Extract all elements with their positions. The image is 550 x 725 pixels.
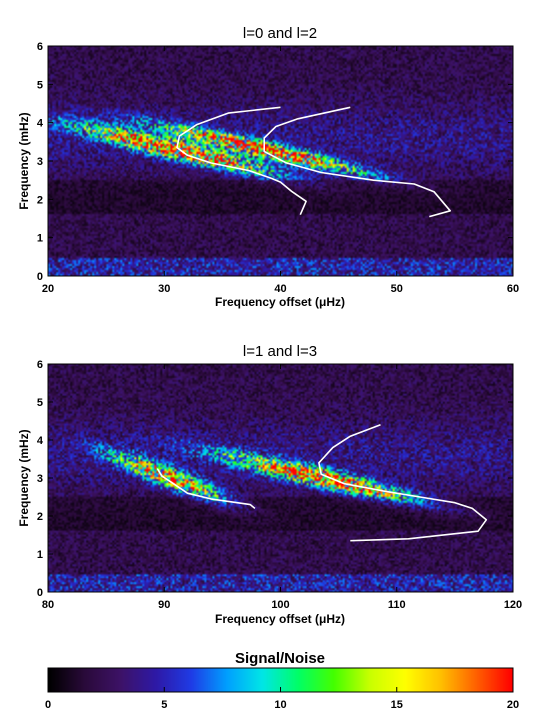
chart-title: l=0 and l=2 <box>243 25 317 42</box>
mode-track-1 <box>156 468 256 510</box>
x-tick-label: 30 <box>158 283 170 295</box>
x-axis-label: Frequency offset (μHz) <box>215 295 345 309</box>
y-tick-label: 4 <box>37 118 44 130</box>
y-tick-label: 5 <box>37 79 43 91</box>
colorbar-tick-label: 5 <box>161 699 167 711</box>
mode-track-1 <box>176 106 307 216</box>
colorbar-tick-label: 20 <box>507 699 519 711</box>
spectrum-heatmap <box>48 364 513 592</box>
x-tick-label: 110 <box>388 599 406 611</box>
x-tick-label: 50 <box>391 283 403 295</box>
y-tick-label: 1 <box>37 233 43 245</box>
mode-track-2 <box>263 106 452 218</box>
x-tick-label: 100 <box>271 599 289 611</box>
chart-l0-l2: l=0 and l=2 20 30 40 50 60 0 1 2 3 4 5 6 Frequency … <box>17 25 519 309</box>
colorbar-tick-label: 10 <box>274 699 286 711</box>
y-tick-label: 6 <box>37 41 43 53</box>
y-tick-label: 0 <box>37 271 43 283</box>
colorbar-title: Signal/Noise <box>235 650 325 667</box>
y-axis-label: Frequency (mHz) <box>17 112 31 209</box>
y-tick-label: 3 <box>37 156 43 168</box>
y-tick-label: 5 <box>37 397 43 409</box>
x-tick-label: 90 <box>158 599 170 611</box>
x-axis-label: Frequency offset (μHz) <box>215 612 345 626</box>
mode-track-2 <box>318 424 488 542</box>
colorbar: Signal/Noise 0 5 10 15 20 <box>45 650 519 711</box>
x-tick-label: 40 <box>274 283 286 295</box>
chart-l1-l3: l=1 and l=3 80 90 100 110 120 0 1 2 3 4 5 6 Frequen… <box>17 343 522 626</box>
chart-title: l=1 and l=3 <box>243 343 317 360</box>
y-axis-label: Frequency (mHz) <box>17 429 31 526</box>
y-tick-label: 3 <box>37 473 43 485</box>
x-tick-label: 120 <box>504 599 522 611</box>
x-tick-label: 60 <box>507 283 519 295</box>
y-tick-label: 0 <box>37 587 43 599</box>
spectrum-heatmap <box>48 46 513 276</box>
colorbar-tick-label: 0 <box>45 699 51 711</box>
y-tick-label: 2 <box>37 194 43 206</box>
y-tick-label: 2 <box>37 511 43 523</box>
x-tick-label: 20 <box>42 283 54 295</box>
x-tick-label: 80 <box>42 599 54 611</box>
y-tick-label: 6 <box>37 359 43 371</box>
y-tick-label: 1 <box>37 549 43 561</box>
colorbar-tick-label: 15 <box>391 699 403 711</box>
y-tick-label: 4 <box>37 435 44 447</box>
